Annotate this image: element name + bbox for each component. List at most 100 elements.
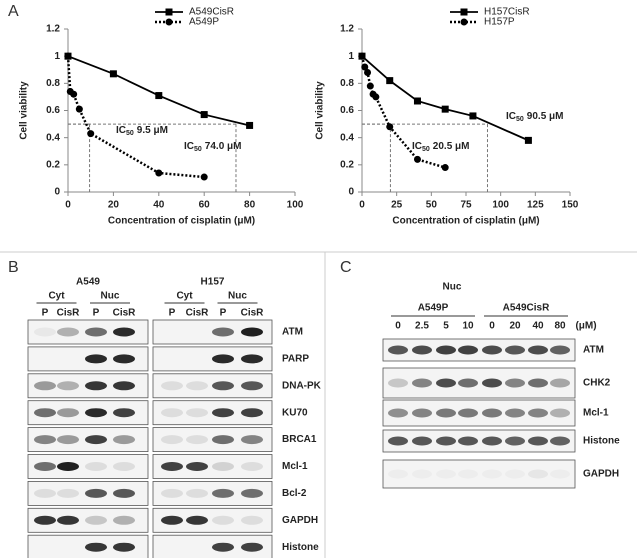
lane-label: P [42, 308, 49, 319]
lane-label: 10 [462, 321, 474, 332]
band [482, 470, 502, 479]
band [212, 408, 234, 418]
protein-label: GAPDH [583, 469, 619, 480]
band [85, 462, 107, 471]
band [57, 515, 79, 525]
band [458, 345, 478, 355]
band [113, 408, 135, 418]
band [550, 378, 570, 388]
band [388, 378, 408, 388]
fraction: Cyt [176, 291, 193, 302]
band [528, 408, 548, 418]
band [57, 327, 79, 337]
point [469, 112, 477, 120]
y-tick-label: 0.8 [340, 78, 354, 89]
protein-label: KU70 [282, 407, 308, 418]
x-tick-label: 100 [287, 200, 304, 211]
point [441, 164, 449, 172]
band [212, 354, 234, 364]
unit-label: (μM) [575, 321, 596, 332]
legend-label: A549P [189, 17, 219, 28]
band [436, 408, 456, 418]
protein-label: GAPDH [282, 515, 318, 526]
band [113, 327, 135, 337]
x-tick-label: 60 [199, 200, 211, 211]
y-axis-label: Cell viability [19, 81, 30, 140]
protein-label: Histone [282, 542, 319, 553]
panel-label: C [340, 259, 352, 276]
point [246, 121, 254, 129]
band [505, 436, 525, 446]
band [505, 470, 525, 479]
point [386, 123, 394, 131]
y-tick-label: 1.2 [46, 24, 60, 35]
ic50-value: 90.5 μM [527, 111, 564, 122]
band [34, 381, 56, 391]
lane-label: CisR [241, 308, 265, 319]
ic50-value: 74.0 μM [205, 141, 242, 152]
blot-strip [382, 338, 576, 362]
band [241, 354, 263, 364]
x-tick-label: 25 [391, 200, 403, 211]
band [505, 378, 525, 388]
point [413, 155, 421, 163]
band [212, 542, 234, 552]
band [550, 345, 570, 355]
band [412, 470, 432, 479]
point [200, 173, 208, 181]
ic50-sub: 50 [516, 116, 524, 123]
band [212, 462, 234, 471]
y-tick-label: 0.4 [340, 132, 354, 143]
band [550, 470, 570, 479]
point [200, 111, 208, 119]
band [528, 436, 548, 446]
band [412, 378, 432, 388]
x-tick-label: 50 [426, 200, 438, 211]
ic50-value: 20.5 μM [433, 141, 470, 152]
fraction: Nuc [228, 291, 247, 302]
band [161, 515, 183, 525]
y-tick-label: 0.2 [46, 159, 60, 170]
blot-strip [382, 459, 576, 489]
band [85, 354, 107, 364]
band [550, 408, 570, 418]
band [388, 436, 408, 446]
band [34, 488, 56, 498]
band [241, 327, 263, 337]
lane-label: CisR [113, 308, 137, 319]
x-axis-label: Concentration of cisplatin (μM) [108, 216, 255, 227]
point [109, 70, 117, 78]
x-axis-label: Concentration of cisplatin (μM) [392, 216, 539, 227]
lane-label: 0 [395, 321, 401, 332]
band [34, 462, 56, 471]
point [524, 136, 532, 144]
x-tick-label: 40 [153, 200, 165, 211]
point [361, 63, 369, 71]
y-tick-label: 1 [54, 51, 60, 62]
y-tick-label: 0.4 [46, 132, 60, 143]
fraction: Cyt [48, 291, 65, 302]
band [85, 542, 107, 552]
band [241, 462, 263, 471]
band [161, 488, 183, 498]
lane-label: 2.5 [415, 321, 429, 332]
legend-label: H157CisR [484, 7, 530, 18]
band [436, 470, 456, 479]
y-tick-label: 0.2 [340, 159, 354, 170]
band [241, 515, 263, 525]
band [85, 488, 107, 498]
band [241, 435, 263, 445]
band [186, 435, 208, 445]
cell-line: H157 [201, 277, 225, 288]
point [64, 52, 72, 60]
blot-strip [382, 429, 576, 453]
band [113, 435, 135, 445]
band [113, 542, 135, 552]
band [528, 378, 548, 388]
band [436, 436, 456, 446]
protein-label: BRCA1 [282, 434, 317, 445]
ic50-prefix: IC [412, 141, 422, 152]
protein-label: Mcl-1 [282, 461, 308, 472]
group-label: A549P [418, 303, 449, 314]
